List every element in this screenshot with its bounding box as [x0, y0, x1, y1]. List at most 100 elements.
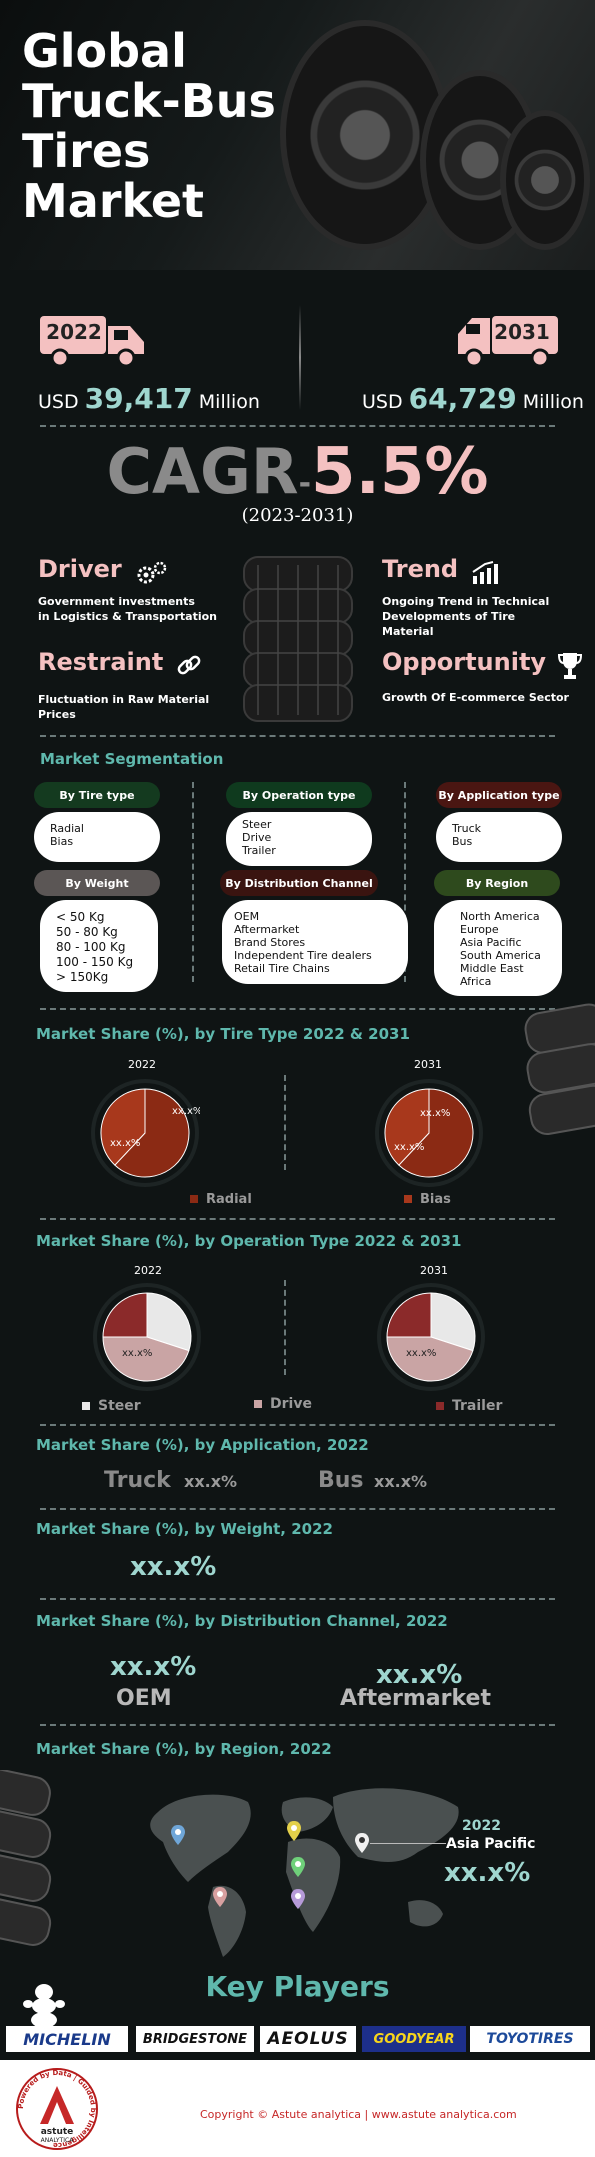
driver-title: Driver — [38, 555, 122, 583]
list-item: North America — [460, 910, 540, 923]
chart-divider — [284, 1075, 286, 1170]
list-item: < 50 Kg — [56, 910, 105, 924]
tire-image — [524, 1003, 595, 1135]
list-item: Asia Pacific — [460, 936, 522, 949]
list-item: Africa — [460, 975, 492, 988]
tire-type-pill: By Tire type — [34, 782, 160, 808]
map-pin-icon — [287, 1821, 301, 1841]
tire-type-pie-2031: xx.x% xx.x% — [375, 1079, 483, 1187]
list-item: South America — [460, 949, 541, 962]
weight-share-title: Market Share (%), by Weight, 2022 — [36, 1520, 333, 1538]
map-pin-icon — [213, 1887, 227, 1907]
segmentation-title: Market Segmentation — [40, 750, 224, 768]
pie-label: xx.x% — [394, 1142, 424, 1153]
cagr-separator: - — [298, 466, 312, 501]
year-label: 2022 — [128, 1058, 156, 1071]
cagr-label: CAGR — [106, 435, 299, 508]
pie-slice-radial — [398, 1088, 474, 1178]
segment-divider — [192, 782, 194, 982]
logo-michelin: MICHELIN — [6, 2026, 128, 2052]
section-divider — [40, 735, 555, 737]
pie-slice-bias — [384, 1088, 430, 1166]
astute-analytica-logo: Powered by Data | Guided by Intelligence… — [16, 2068, 98, 2150]
list-item: Aftermarket — [234, 923, 300, 936]
pie-label: xx.x% — [420, 1108, 450, 1119]
end-market-value: USD 64,729 Million — [362, 382, 584, 415]
list-item: Drive — [242, 831, 272, 844]
year-label: 2031 — [414, 1058, 442, 1071]
hero-banner: Global Truck-Bus Tires Market — [0, 0, 595, 270]
tire-stack-image — [243, 556, 353, 722]
driver-text: Government investments in Logistics & Tr… — [38, 594, 217, 624]
legend-label: Radial — [206, 1192, 252, 1207]
operation-share-title: Market Share (%), by Operation Type 2022… — [36, 1232, 462, 1250]
title-line: Market — [22, 174, 205, 228]
list-item: Europe — [460, 923, 499, 936]
section-divider — [40, 1508, 555, 1510]
oem-label: OEM — [116, 1686, 172, 1711]
tire-type-pie-2022: xx.x% xx.x% — [91, 1079, 200, 1187]
region-name: Asia Pacific — [446, 1836, 536, 1852]
text-line: Growth Of E-commerce Sector — [382, 691, 569, 704]
copyright-text: Copyright © Astute analytica | www.astut… — [200, 2108, 517, 2121]
tire-image — [0, 1770, 52, 1946]
trophy-icon — [558, 652, 583, 679]
driver-block: Driver — [38, 555, 169, 586]
application-bus-value: xx.x% — [374, 1472, 428, 1491]
truck-icon — [40, 316, 144, 368]
end-year: 2031 — [494, 320, 550, 344]
truck-icon — [458, 316, 558, 368]
callout-line — [370, 1843, 446, 1844]
start-market-value: USD 39,417 Million — [38, 382, 260, 415]
map-pin-icon — [291, 1857, 305, 1877]
tire-type-share-title: Market Share (%), by Tire Type 2022 & 20… — [36, 1025, 410, 1043]
pie-slice-drive — [102, 1336, 190, 1382]
logo-toyotires: TOYOTIRES — [470, 2026, 590, 2052]
start-value-number: 39,417 — [84, 382, 193, 415]
map-north-america — [150, 1794, 251, 1882]
list-item: > 150Kg — [56, 970, 109, 984]
list-item: Retail Tire Chains — [234, 962, 330, 975]
map-pin-icon — [291, 1889, 305, 1909]
section-divider — [40, 1724, 555, 1726]
legend-label: Steer — [98, 1398, 141, 1414]
trend-block: Trend — [382, 555, 499, 586]
pie-slice-bias — [100, 1088, 146, 1166]
pie-label: xx.x% — [406, 1348, 436, 1359]
segment-divider — [404, 782, 406, 982]
title-line: Truck-Bus — [22, 74, 276, 128]
map-australia — [408, 1900, 443, 1927]
legend-steer: Steer — [82, 1398, 141, 1414]
pie-label: xx.x% — [110, 1138, 140, 1149]
cagr-period: (2023-2031) — [241, 505, 354, 526]
list-item: 100 - 150 Kg — [56, 955, 134, 969]
list-item: Trailer — [242, 844, 276, 857]
application-type-box: Truck Bus — [436, 812, 562, 862]
vertical-divider — [299, 305, 301, 410]
opportunity-title: Opportunity — [382, 648, 547, 676]
operation-pie-2022: xx.x% — [93, 1283, 201, 1391]
list-item: Bus — [452, 835, 473, 848]
pie-label: xx.x% — [122, 1348, 152, 1359]
restraint-block: Restraint — [38, 648, 202, 679]
value-unit: Million — [522, 391, 584, 413]
title-line: Tires — [22, 124, 151, 178]
application-truck-value: xx.x% — [184, 1472, 238, 1491]
section-divider — [40, 425, 555, 427]
map-africa — [286, 1838, 341, 1932]
year-label: 2031 — [420, 1264, 448, 1277]
map-pin-icon — [355, 1833, 369, 1853]
list-item: 50 - 80 Kg — [56, 925, 118, 939]
text-line: Government investments — [38, 595, 195, 608]
restraint-title: Restraint — [38, 648, 164, 676]
currency-prefix: USD — [38, 391, 79, 413]
text-line: Fluctuation in Raw Material — [38, 693, 210, 706]
section-divider — [40, 1424, 555, 1426]
list-item: Independent Tire dealers — [234, 949, 372, 962]
list-item: Brand Stores — [234, 936, 306, 949]
michelin-mascot-icon — [23, 1984, 65, 2028]
pie-slice-trailer — [102, 1292, 148, 1338]
section-divider — [40, 1008, 555, 1010]
list-item: Truck — [452, 822, 482, 835]
application-truck-label: Truck — [104, 1468, 171, 1493]
